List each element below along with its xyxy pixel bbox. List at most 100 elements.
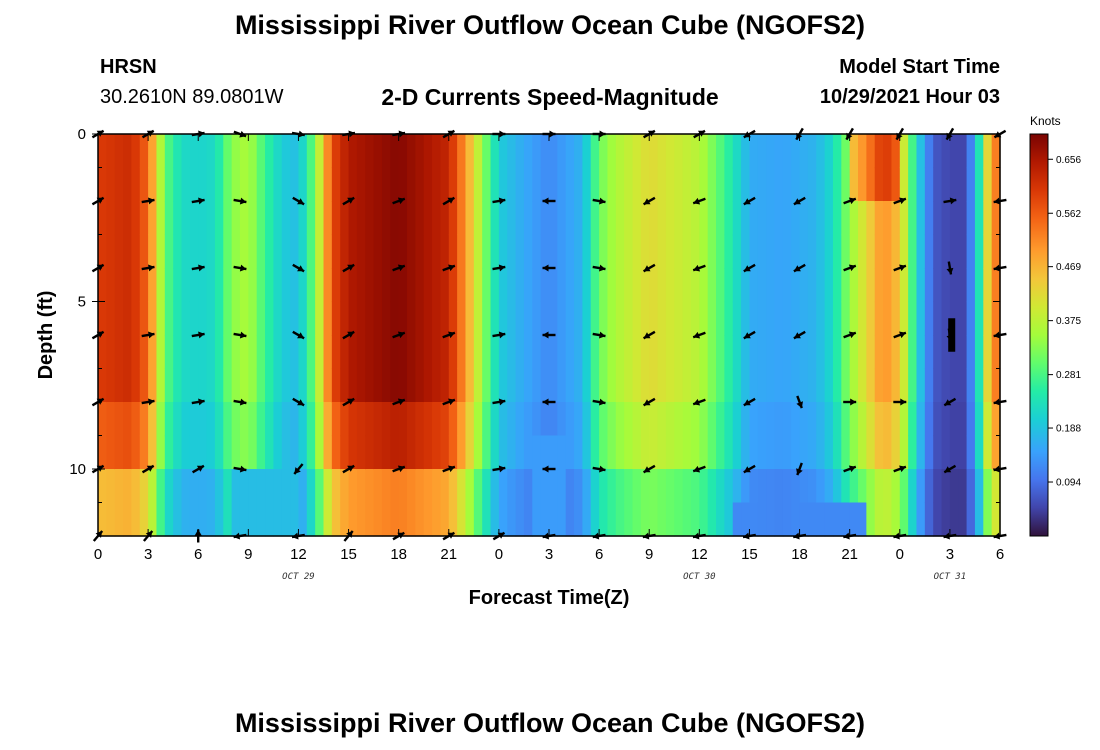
heatmap-cell bbox=[239, 335, 249, 370]
heatmap-cell bbox=[983, 134, 993, 169]
heatmap-cell bbox=[774, 469, 784, 504]
heatmap-cell bbox=[523, 268, 533, 303]
heatmap-cell bbox=[281, 502, 291, 537]
heatmap-cell bbox=[381, 268, 391, 303]
heatmap-cell bbox=[949, 268, 959, 303]
heatmap-cell bbox=[849, 234, 859, 269]
heatmap-cell bbox=[473, 167, 483, 202]
heatmap-cell bbox=[198, 201, 208, 236]
heatmap-cell bbox=[983, 268, 993, 303]
heatmap-cell bbox=[331, 335, 341, 370]
heatmap-cell bbox=[498, 301, 508, 336]
heatmap-cell bbox=[123, 268, 133, 303]
heatmap-cell bbox=[816, 134, 826, 169]
heatmap-cell bbox=[248, 402, 258, 437]
heatmap-cell bbox=[716, 435, 725, 470]
heatmap-cell bbox=[198, 368, 208, 403]
heatmap-cell bbox=[557, 368, 567, 403]
heatmap-cell bbox=[799, 234, 809, 269]
heatmap-cell bbox=[841, 469, 851, 504]
current-arrow bbox=[643, 464, 656, 474]
heatmap-cell bbox=[331, 301, 341, 336]
heatmap-cell bbox=[707, 301, 717, 336]
heatmap-cell bbox=[173, 502, 183, 537]
heatmap-cell bbox=[123, 134, 133, 169]
heatmap-cell bbox=[724, 201, 734, 236]
heatmap-cell bbox=[599, 368, 609, 403]
heatmap-cell bbox=[699, 435, 709, 470]
heatmap-cell bbox=[974, 201, 984, 236]
heatmap-cell bbox=[381, 402, 391, 437]
heatmap-cell bbox=[356, 469, 366, 504]
heatmap-cell bbox=[874, 335, 884, 370]
heatmap-cell bbox=[265, 234, 274, 269]
heatmap-cell bbox=[523, 368, 533, 403]
heatmap-cell bbox=[106, 335, 116, 370]
heatmap-cell bbox=[189, 402, 199, 437]
heatmap-cell bbox=[131, 335, 141, 370]
current-arrow bbox=[342, 196, 355, 206]
heatmap-cell bbox=[665, 435, 675, 470]
heatmap-cell bbox=[306, 402, 316, 437]
heatmap-cell bbox=[757, 435, 767, 470]
heatmap-cell bbox=[457, 502, 467, 537]
heatmap-cell bbox=[549, 134, 558, 169]
heatmap-cell bbox=[473, 201, 483, 236]
heatmap-cell bbox=[523, 134, 533, 169]
heatmap-cell bbox=[373, 368, 383, 403]
heatmap-cell bbox=[883, 234, 893, 269]
heatmap-cell bbox=[448, 134, 458, 169]
heatmap-cell bbox=[198, 234, 208, 269]
heatmap-cell bbox=[515, 134, 525, 169]
heatmap-cell bbox=[265, 502, 274, 537]
heatmap-cell bbox=[849, 368, 859, 403]
heatmap-cell bbox=[356, 402, 366, 437]
heatmap-cell bbox=[173, 268, 183, 303]
heatmap-cell bbox=[958, 469, 968, 504]
heatmap-cell bbox=[724, 402, 734, 437]
heatmap-cell bbox=[223, 134, 233, 169]
heatmap-cell bbox=[256, 435, 266, 470]
heatmap-cell bbox=[432, 335, 442, 370]
heatmap-cell bbox=[189, 469, 199, 504]
heatmap-cell bbox=[699, 301, 709, 336]
heatmap-cell bbox=[507, 435, 517, 470]
heatmap-cell bbox=[991, 301, 1001, 336]
heatmap-cell bbox=[448, 268, 458, 303]
heatmap-cell bbox=[432, 268, 442, 303]
heatmap-cell bbox=[949, 201, 959, 236]
heatmap-cell bbox=[365, 167, 375, 202]
heatmap-cell bbox=[716, 335, 725, 370]
heatmap-cell bbox=[465, 502, 475, 537]
heatmap-cell bbox=[440, 234, 450, 269]
heatmap-cell bbox=[874, 301, 884, 336]
heatmap-cell bbox=[515, 402, 525, 437]
heatmap-cell bbox=[632, 402, 642, 437]
heatmap-cell bbox=[624, 402, 634, 437]
heatmap-cell bbox=[816, 301, 826, 336]
heatmap-cell bbox=[549, 502, 558, 537]
heatmap-cell bbox=[933, 435, 943, 470]
heatmap-cell bbox=[423, 234, 433, 269]
heatmap-cell bbox=[356, 234, 366, 269]
heatmap-cell bbox=[816, 368, 826, 403]
heatmap-cell bbox=[791, 234, 801, 269]
heatmap-cell bbox=[189, 167, 199, 202]
heatmap-cell bbox=[941, 402, 951, 437]
heatmap-cell bbox=[189, 368, 199, 403]
heatmap-cell bbox=[766, 234, 776, 269]
heatmap-cell bbox=[782, 335, 792, 370]
y-axis-label: Depth (ft) bbox=[35, 291, 57, 380]
colorbar-tick-label: 0.094 bbox=[1056, 478, 1081, 489]
current-arrow bbox=[943, 464, 957, 474]
colorbar-bar bbox=[1029, 133, 1049, 537]
heatmap-cell bbox=[440, 335, 450, 370]
heatmap-cell bbox=[173, 402, 183, 437]
current-arrow bbox=[191, 197, 205, 205]
heatmap-cell bbox=[239, 368, 249, 403]
heatmap-cell bbox=[223, 469, 233, 504]
heatmap-cell bbox=[440, 301, 450, 336]
heatmap-cell bbox=[365, 234, 375, 269]
heatmap-cell bbox=[265, 402, 274, 437]
heatmap-cell bbox=[515, 435, 525, 470]
